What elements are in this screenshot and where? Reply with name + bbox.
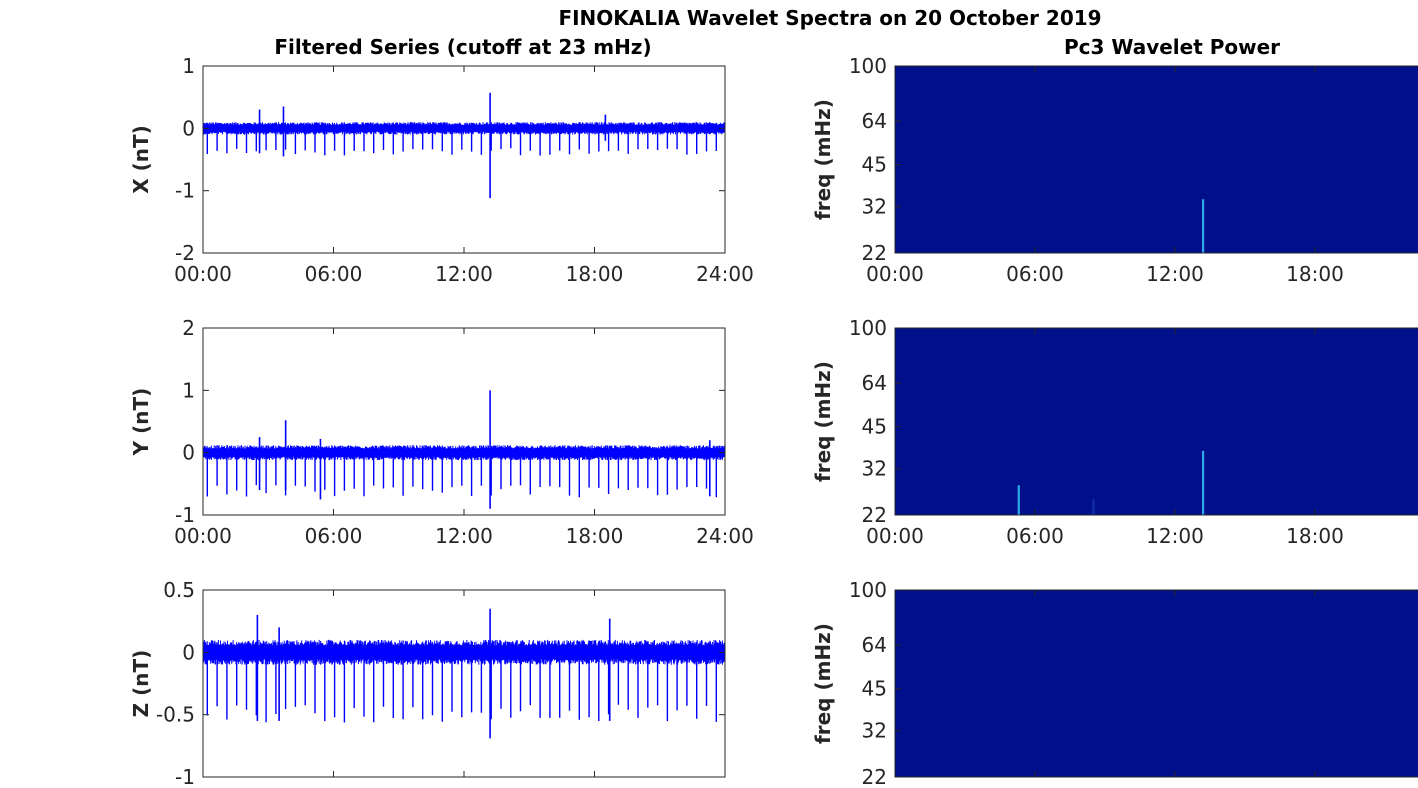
wavelet-y-ytick-label: 45 xyxy=(862,415,887,439)
wavelet-x-background xyxy=(895,66,1418,253)
panel-wavelet-x: 1006445322200:0006:0012:0018:0000:00freq… xyxy=(811,54,1418,286)
wavelet-z-ytick-label: 32 xyxy=(862,719,887,743)
right-column-title: Pc3 Wavelet Power xyxy=(1064,35,1280,59)
wavelet-y-ylabel: freq (mHz) xyxy=(811,361,835,482)
filtered-z-trace xyxy=(203,608,725,739)
filtered-z-noise-band xyxy=(203,639,725,665)
filtered-x-xtick-label: 12:00 xyxy=(435,262,493,286)
wavelet-x-xtick-label: 18:00 xyxy=(1286,262,1344,286)
panel-wavelet-y: 1006445322200:0006:0012:0018:0000:00freq… xyxy=(811,316,1418,548)
wavelet-y-xtick-label: 06:00 xyxy=(1006,524,1064,548)
filtered-y-trace xyxy=(203,390,725,509)
filtered-x-trace xyxy=(203,92,725,199)
wavelet-x-xtick-label: 12:00 xyxy=(1146,262,1204,286)
filtered-x-frame xyxy=(202,65,726,254)
wavelet-z-ylabel: freq (mHz) xyxy=(811,623,835,744)
wavelet-y-burst-1 xyxy=(1202,450,1205,515)
filtered-x-dips xyxy=(206,128,717,156)
panels: 10-1-200:00 06:00 12:00 18:00 24:00X (nT)210… xyxy=(129,54,1418,788)
wavelet-z-ytick-label: 64 xyxy=(862,633,887,657)
filtered-z-ytick-label: -1 xyxy=(175,765,195,788)
filtered-y-dips xyxy=(206,452,717,498)
wavelet-y-ytick-label: 32 xyxy=(862,457,887,481)
filtered-z-ytick-label: 0.5 xyxy=(163,578,195,602)
filtered-x-xtick-label: 06:00 xyxy=(305,262,363,286)
filtered-x-ylabel: X (nT) xyxy=(129,125,153,194)
filtered-x-ytick-label: -1 xyxy=(175,179,195,203)
wavelet-x-power xyxy=(895,66,1418,253)
wavelet-y-xtick-label: 00:00 xyxy=(866,524,924,548)
filtered-y-xtick-label: 18:00 xyxy=(566,524,624,548)
filtered-y-frame xyxy=(202,327,726,516)
filtered-x-ytick-label: 0 xyxy=(182,116,195,140)
panel-filtered-x: 1 0 -1 -200:00 06:00 12:00 18:00 24:00 X (nT) xyxy=(129,54,754,286)
wavelet-x-ytick-label: 64 xyxy=(862,109,887,133)
wavelet-x-ytick-label: 32 xyxy=(862,195,887,219)
filtered-x-noise-band xyxy=(203,122,725,135)
wavelet-z-power xyxy=(895,590,1418,777)
wavelet-z-ytick-label: 22 xyxy=(862,765,887,788)
figure-title: FINOKALIA Wavelet Spectra on 20 October … xyxy=(558,6,1101,30)
panel-filtered-z: 0.5 0 -0.5 -1 Z (nT) xyxy=(129,578,726,788)
filtered-z-dips xyxy=(206,652,717,723)
wavelet-y-burst-0 xyxy=(1017,485,1020,515)
wavelet-z-background xyxy=(895,590,1418,777)
wavelet-x-ytick-label: 22 xyxy=(862,241,887,265)
filtered-z-ylabel: Z (nT) xyxy=(129,650,153,718)
filtered-x-xtick-label: 18:00 xyxy=(566,262,624,286)
filtered-x-ytick-label: 1 xyxy=(182,54,195,78)
wavelet-y-xtick-label: 18:00 xyxy=(1286,524,1344,548)
filtered-y-xtick-label: 12:00 xyxy=(435,524,493,548)
filtered-y-ytick-label: 0 xyxy=(182,441,195,465)
filtered-y-ytick-label: 1 xyxy=(182,378,195,402)
wavelet-y-background xyxy=(895,328,1418,515)
wavelet-y-ytick-label: 100 xyxy=(849,316,887,340)
wavelet-x-xtick-label: 06:00 xyxy=(1006,262,1064,286)
filtered-y-xtick-label: 24:00 xyxy=(696,524,754,548)
filtered-y-xtick-label: 06:00 xyxy=(305,524,363,548)
panel-filtered-y: 2 1 0 -100:00 06:00 12:00 18:00 24:00 Y (nT) xyxy=(129,316,754,548)
filtered-x-xtick-label: 24:00 xyxy=(696,262,754,286)
wavelet-y-ytick-label: 22 xyxy=(862,503,887,527)
wavelet-x-ylabel: freq (mHz) xyxy=(811,99,835,220)
filtered-x-xtick-label: 00:00 xyxy=(174,262,232,286)
filtered-y-xtick-label: 00:00 xyxy=(174,524,232,548)
wavelet-x-burst-0 xyxy=(1202,199,1205,253)
wavelet-y-power xyxy=(895,328,1418,515)
wavelet-x-ytick-label: 100 xyxy=(849,54,887,78)
wavelet-y-ytick-label: 64 xyxy=(862,371,887,395)
left-column-title: Filtered Series (cutoff at 23 mHz) xyxy=(274,35,651,59)
wavelet-x-xtick-label: 00:00 xyxy=(866,262,924,286)
panel-wavelet-z: 100 64 45 32 22 freq (mHz) xyxy=(811,578,1418,788)
filtered-x-ytick-label: -2 xyxy=(175,241,195,265)
filtered-y-noise-band xyxy=(203,445,725,461)
filtered-z-ytick-label: 0 xyxy=(182,640,195,664)
wavelet-y-burst-2 xyxy=(1092,499,1095,515)
filtered-z-ytick-label: -0.5 xyxy=(156,703,195,727)
wavelet-z-ytick-label: 45 xyxy=(862,677,887,701)
wavelet-x-ytick-label: 45 xyxy=(862,153,887,177)
wavelet-z-ytick-label: 100 xyxy=(849,578,887,602)
filtered-z-frame xyxy=(202,589,726,778)
filtered-y-ytick-label: 2 xyxy=(182,316,195,340)
wavelet-y-xtick-label: 12:00 xyxy=(1146,524,1204,548)
filtered-y-ylabel: Y (nT) xyxy=(129,388,153,457)
filtered-y-ytick-label: -1 xyxy=(175,503,195,527)
